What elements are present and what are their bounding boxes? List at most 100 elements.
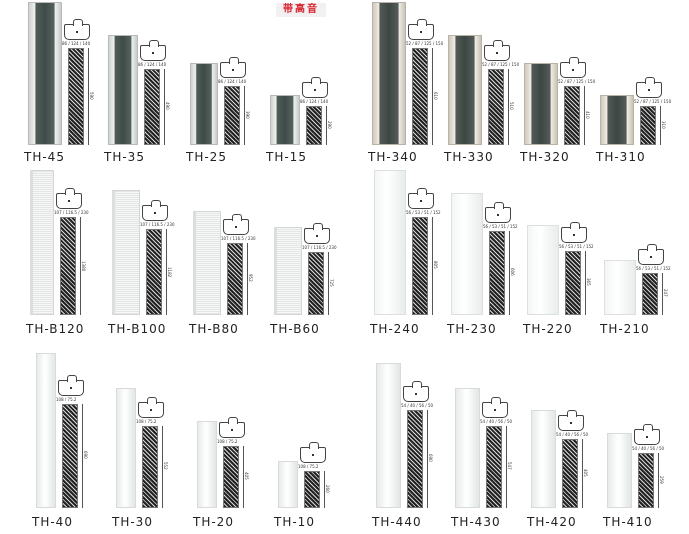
height-dimension: 290 — [327, 120, 332, 129]
height-dimension-line — [88, 48, 89, 145]
cross-section-diagram — [484, 40, 510, 61]
height-dimension-line — [162, 426, 163, 508]
cross-section-diagram — [219, 417, 245, 438]
section-dimensions: 108 / 75.2 — [298, 464, 319, 469]
height-dimension-line — [427, 410, 428, 508]
cross-section-diagram — [634, 424, 660, 445]
height-dimension: 590 — [89, 91, 94, 100]
section-dimensions: 86 / 124 / 140 — [62, 41, 91, 46]
tweeter-badge: 带高音 — [276, 3, 326, 17]
height-dimension-line — [324, 471, 325, 508]
cross-section-diagram — [304, 223, 330, 244]
speaker-image — [193, 211, 221, 315]
model-label: TH-30 — [112, 515, 153, 529]
speaker-image — [455, 388, 480, 508]
grille-drawing — [306, 106, 322, 145]
height-dimension-line — [509, 231, 510, 315]
speaker-image — [108, 35, 138, 145]
grille-drawing — [227, 243, 243, 315]
grille-drawing — [488, 69, 504, 145]
height-dimension-line — [80, 217, 81, 315]
height-dimension: 610 — [433, 91, 438, 100]
speaker-image — [112, 190, 140, 315]
model-label: TH-10 — [274, 515, 315, 529]
grille-drawing — [224, 86, 240, 145]
speaker-image — [527, 225, 559, 315]
grille-drawing — [640, 106, 656, 145]
section-dimensions: 52 / 87 / 125 / 150 — [634, 99, 672, 104]
section-dimensions: 107 / 116.5 / 230 — [140, 222, 175, 227]
speaker-image — [600, 95, 634, 145]
grille-drawing — [407, 410, 423, 508]
model-label: TH-320 — [520, 150, 570, 164]
grille-drawing — [638, 453, 654, 508]
height-dimension: 952 — [248, 274, 253, 282]
model-label: TH-40 — [32, 515, 73, 529]
cross-section-diagram — [223, 214, 249, 235]
cross-section-diagram — [408, 188, 434, 209]
grille-drawing — [308, 252, 324, 315]
height-dimension: 490 — [165, 102, 170, 110]
cross-section-diagram — [300, 442, 326, 463]
cross-section-diagram — [140, 40, 166, 61]
speaker-image — [607, 433, 632, 508]
height-dimension-line — [585, 251, 586, 315]
grille-drawing — [562, 439, 578, 508]
grille-drawing — [412, 217, 428, 315]
speaker-image — [531, 410, 556, 508]
cross-section-diagram — [64, 19, 90, 40]
cross-section-diagram — [302, 77, 328, 98]
height-dimension: 247 — [663, 289, 668, 297]
height-dimension: 410 — [585, 110, 590, 119]
height-dimension-line — [326, 106, 327, 145]
cross-section-diagram — [561, 222, 587, 243]
height-dimension: 365 — [586, 278, 591, 286]
model-label: TH-210 — [600, 322, 650, 336]
model-label: TH-B120 — [26, 322, 85, 336]
height-dimension-line — [432, 48, 433, 145]
cross-section-diagram — [142, 200, 168, 221]
section-dimensions: 52 / 87 / 125 / 150 — [482, 62, 520, 67]
model-label: TH-310 — [596, 150, 646, 164]
height-dimension: 805 — [433, 261, 438, 269]
cross-section-diagram — [58, 375, 84, 396]
model-label: TH-45 — [24, 150, 65, 164]
model-label: TH-420 — [527, 515, 577, 529]
grille-drawing — [62, 404, 78, 508]
model-label: TH-240 — [370, 322, 420, 336]
height-dimension: 405 — [583, 468, 588, 477]
model-label: TH-330 — [444, 150, 494, 164]
height-dimension: 405 — [244, 472, 249, 480]
speaker-image — [197, 421, 217, 508]
height-dimension: 725 — [329, 278, 334, 287]
height-dimension: 1182 — [167, 267, 172, 278]
grille-drawing — [565, 251, 581, 315]
cross-section-diagram — [636, 77, 662, 98]
cross-section-diagram — [482, 397, 508, 418]
model-label: TH-B60 — [270, 322, 320, 336]
height-dimension-line — [660, 106, 661, 145]
section-dimensions: 54 / 40 / 56 / 50 — [632, 446, 665, 451]
grille-drawing — [642, 273, 658, 315]
section-dimensions: 86 / 124 / 140 — [218, 79, 247, 84]
height-dimension: 390 — [245, 110, 250, 119]
height-dimension-line — [247, 243, 248, 315]
cross-section-diagram — [220, 57, 246, 78]
height-dimension: 260 — [325, 484, 330, 493]
speaker-image — [30, 170, 54, 315]
height-dimension-line — [432, 217, 433, 315]
height-dimension: 606 — [510, 268, 515, 276]
height-dimension-line — [662, 273, 663, 315]
speaker-image — [190, 63, 218, 145]
model-label: TH-340 — [368, 150, 418, 164]
model-label: TH-B100 — [108, 322, 167, 336]
height-dimension-line — [658, 453, 659, 508]
grille-drawing — [60, 217, 76, 315]
speaker-image — [448, 35, 482, 145]
section-dimensions: 107 / 116.5 / 230 — [221, 236, 256, 241]
cross-section-diagram — [56, 188, 82, 209]
model-label: TH-430 — [451, 515, 501, 529]
section-dimensions: 86 / 124 / 140 — [138, 62, 167, 67]
grille-drawing — [486, 426, 502, 508]
speaker-image — [274, 227, 302, 315]
